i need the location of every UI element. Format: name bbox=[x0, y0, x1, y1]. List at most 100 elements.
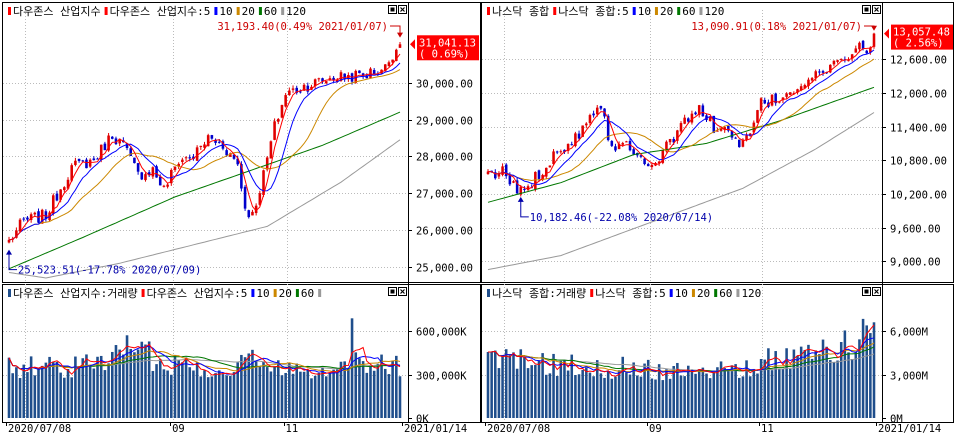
candle-body bbox=[162, 185, 166, 187]
price-grid bbox=[482, 10, 886, 422]
volume-bar bbox=[839, 342, 843, 418]
volume-bar bbox=[380, 354, 383, 418]
panel-close-button[interactable] bbox=[398, 5, 407, 14]
candle bbox=[737, 139, 741, 148]
candle bbox=[144, 172, 147, 182]
volume-bar bbox=[581, 369, 584, 418]
candle bbox=[829, 64, 832, 74]
panel-menu-button[interactable] bbox=[388, 287, 397, 296]
volume-bar bbox=[118, 349, 121, 418]
candle bbox=[313, 78, 317, 90]
volume-bar bbox=[559, 360, 563, 418]
volume-bar bbox=[144, 344, 147, 418]
volume-bar bbox=[737, 377, 741, 418]
candle bbox=[694, 111, 697, 116]
volume-bar bbox=[872, 322, 876, 418]
candle-body bbox=[723, 127, 726, 130]
candle-body bbox=[741, 139, 745, 147]
volume-bar bbox=[391, 360, 394, 418]
candle-body bbox=[170, 169, 173, 184]
volume-bar bbox=[387, 374, 391, 418]
candle bbox=[269, 140, 273, 159]
volume-bar bbox=[313, 375, 317, 418]
candle-body bbox=[195, 147, 199, 161]
volume-bar bbox=[621, 356, 625, 418]
volume-bar bbox=[756, 373, 759, 418]
volume-bar bbox=[140, 341, 144, 418]
volume-bar bbox=[258, 366, 262, 418]
volume-bar bbox=[694, 373, 697, 418]
volume-bar bbox=[221, 374, 225, 418]
candle-body bbox=[251, 211, 254, 216]
volume-bar bbox=[814, 350, 818, 418]
candle bbox=[206, 133, 210, 147]
candle-body bbox=[166, 184, 169, 187]
candle-body bbox=[291, 88, 295, 90]
panel-menu-button[interactable] bbox=[862, 287, 871, 296]
candle-body bbox=[606, 115, 610, 141]
candle-body bbox=[59, 189, 62, 200]
candle bbox=[96, 157, 99, 160]
candle-body bbox=[114, 138, 118, 145]
candle-body bbox=[29, 214, 33, 221]
legend-ma-marker bbox=[654, 7, 658, 15]
panel-close-button[interactable] bbox=[872, 5, 881, 14]
legend-ma-label: 60 bbox=[682, 5, 695, 18]
candle-body bbox=[33, 212, 37, 215]
candle bbox=[836, 59, 839, 64]
candle-body bbox=[756, 110, 759, 123]
price-tick-label: 9,000.00 bbox=[890, 257, 941, 269]
volume-bar bbox=[701, 367, 705, 418]
candle-body bbox=[818, 71, 821, 73]
panel-close-button[interactable] bbox=[872, 287, 881, 296]
volume-bar bbox=[697, 369, 701, 418]
candle-body bbox=[592, 113, 595, 116]
volume-bar bbox=[672, 366, 675, 418]
candle bbox=[690, 110, 694, 125]
candle-body bbox=[712, 115, 716, 133]
volume-bar bbox=[781, 368, 785, 418]
volume-bar bbox=[592, 376, 595, 418]
volume-bar bbox=[861, 318, 865, 418]
candle-body bbox=[103, 143, 107, 151]
candle-body bbox=[788, 92, 792, 95]
volume-legend-ma-marker bbox=[273, 289, 277, 297]
volume-bar bbox=[192, 370, 195, 418]
panel-menu-button[interactable] bbox=[862, 5, 871, 14]
candle-body bbox=[347, 74, 350, 80]
legend-ma-marker bbox=[258, 7, 262, 15]
candle-body bbox=[759, 98, 763, 111]
volume-bar bbox=[730, 365, 734, 418]
volume-bar bbox=[99, 355, 103, 418]
candle bbox=[251, 209, 254, 216]
panel-menu-button[interactable] bbox=[388, 5, 397, 14]
volume-bar bbox=[365, 372, 369, 418]
candle bbox=[321, 77, 324, 84]
volume-legend-ma-marker bbox=[691, 289, 695, 297]
volume-bar bbox=[70, 377, 73, 418]
candle bbox=[243, 185, 247, 211]
volume-bar bbox=[603, 377, 606, 418]
volume-bar bbox=[166, 370, 169, 418]
close-x-glyph bbox=[400, 289, 405, 294]
candle-body bbox=[77, 158, 81, 161]
volume-bar bbox=[541, 353, 544, 418]
candle-body bbox=[847, 60, 850, 62]
legend-ma-label: 20 bbox=[242, 5, 255, 18]
volume-bar bbox=[818, 354, 821, 418]
volume-bar bbox=[317, 372, 321, 418]
price-tick-label: 26,000.00 bbox=[416, 226, 473, 238]
panel-close-button[interactable] bbox=[398, 287, 407, 296]
volume-bar bbox=[206, 377, 210, 418]
volume-bar bbox=[854, 352, 858, 418]
volume-bar bbox=[354, 352, 358, 418]
volume-bar bbox=[534, 364, 537, 418]
volume-bar bbox=[716, 367, 719, 418]
candle-body bbox=[99, 144, 103, 160]
price-tick-label: 27,000.00 bbox=[416, 189, 473, 201]
volume-bar bbox=[92, 368, 96, 418]
candle bbox=[262, 169, 265, 198]
volume-bar bbox=[276, 360, 280, 418]
candle bbox=[347, 72, 350, 82]
candle-body bbox=[668, 138, 672, 143]
